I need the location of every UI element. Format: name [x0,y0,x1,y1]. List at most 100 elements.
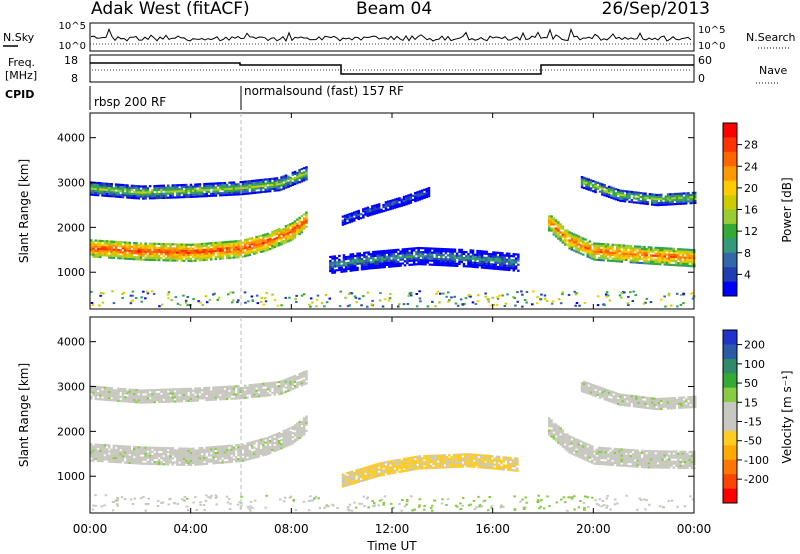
echo-cell [99,386,102,389]
echo-cell [672,259,676,263]
echo-cell [393,200,397,203]
echo-cell [101,184,104,187]
echo-cell [153,187,156,190]
echo-cell [94,391,97,394]
echo-cell [167,461,170,464]
echo-cell [357,211,360,215]
echo-cell [666,199,670,202]
echo-cell [96,245,100,248]
echo-cell [214,182,218,185]
echo-cell [191,247,195,250]
echo-cell [128,251,131,254]
echo-cell [266,186,270,189]
echo-cell [225,453,229,456]
echo-cell [257,439,261,442]
echo-cell [356,268,359,271]
echo-cell [198,391,202,394]
echo-cell [588,240,592,243]
echo-cell [552,227,556,230]
echo-cell [232,246,236,249]
echo-cell [688,252,691,255]
echo-cell [351,253,355,256]
echo-cell [246,180,249,183]
echo-cell [253,393,256,396]
echo-cell [342,260,346,263]
echo-cell [207,242,211,245]
echo-cell [588,254,592,257]
echo-cell [418,198,422,201]
echo-cell [153,244,156,247]
echo-cell [584,244,587,247]
echo-cell [178,398,181,401]
echo-cell [430,454,433,457]
echo-cell [268,188,272,191]
echo-cell [108,399,111,402]
echo-cell [271,245,274,248]
echo-cell [207,194,211,197]
echo-cell [594,186,597,190]
nsearch-tick-bottom: 10^0 [698,41,725,52]
echo-cell [96,398,100,401]
echo-cell [108,396,111,400]
ground-scatter-cell [608,299,612,302]
echo-cell [409,464,413,467]
echo-cell [126,461,129,464]
echo-cell [287,438,290,441]
echo-cell [235,185,238,188]
echo-cell [296,377,299,381]
echo-cell [173,449,177,452]
echo-cell [354,269,357,272]
echo-cell [212,190,215,193]
echo-cell [485,260,488,263]
echo-cell [436,456,440,459]
echo-cell [384,205,388,208]
echo-cell [253,456,256,459]
echo-cell [287,240,290,243]
echo-cell [216,192,220,195]
echo-cell [210,194,213,197]
echo-cell [465,251,468,254]
echo-cell [492,251,495,254]
echo-cell [139,401,143,404]
echo-cell [139,189,143,192]
echo-cell [146,460,150,463]
echo-cell [420,189,424,192]
echo-cell [479,458,483,461]
echo-cell [221,386,224,389]
echo-cell [201,244,204,248]
echo-cell [368,212,372,215]
echo-cell [160,398,163,401]
echo-cell [273,441,276,445]
echo-cell [462,265,466,268]
echo-cell [253,191,256,194]
echo-cell [436,462,440,465]
echo-cell [512,263,515,266]
echo-cell [575,236,578,239]
ground-scatter-cell [182,294,185,297]
echo-cell [414,468,417,471]
echo-cell [108,392,111,396]
echo-cell [155,184,159,188]
echo-cell [114,195,118,198]
echo-cell [207,246,211,249]
echo-cell [293,426,297,429]
echo-cell [212,448,215,451]
ground-scatter-cell [167,297,170,300]
echo-cell [189,463,193,467]
ground-scatter-cell [280,304,283,307]
echo-cell [133,246,136,249]
y-tick-label: 1000 [57,266,85,279]
echo-cell [638,249,642,252]
echo-cell [128,192,131,195]
echo-cell [302,425,306,428]
echo-cell [391,466,394,469]
echo-cell [433,257,436,260]
echo-cell [570,236,574,239]
echo-cell [473,455,476,458]
echo-cell [487,255,491,258]
echo-cell [669,197,672,200]
echo-cell [561,241,565,244]
echo-cell [275,230,279,234]
echo-cell [645,250,648,253]
echo-cell [194,457,197,460]
